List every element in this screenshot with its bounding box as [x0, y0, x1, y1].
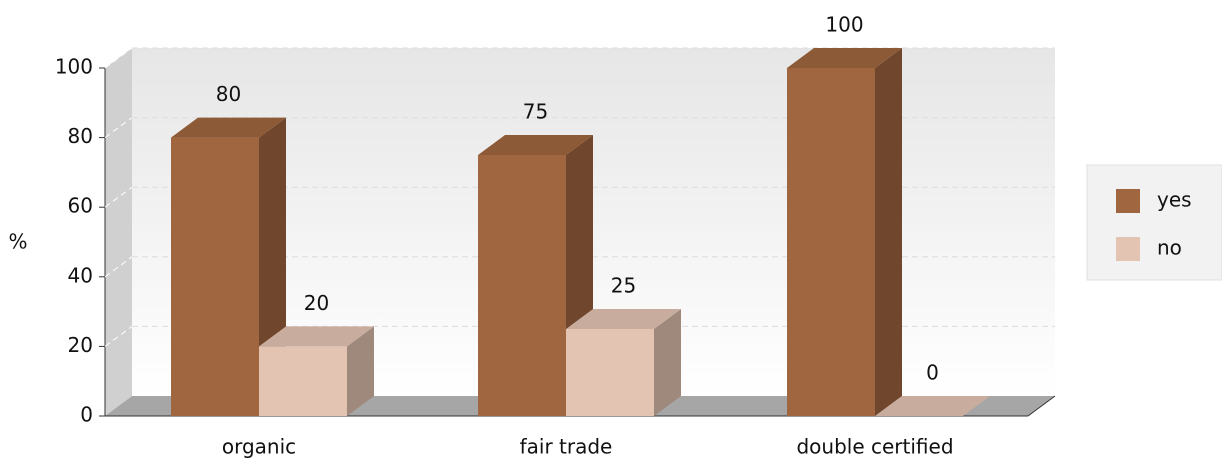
- bar-top: [478, 135, 593, 155]
- bar-side: [875, 48, 902, 416]
- y-tick-label: 20: [68, 333, 93, 357]
- y-tick-label: 40: [68, 263, 93, 287]
- y-axis-label: %: [8, 230, 27, 254]
- data-label: 100: [825, 13, 863, 37]
- grid-line-side: [104, 186, 133, 208]
- data-label: 80: [216, 82, 241, 106]
- bar-top: [259, 326, 374, 347]
- bar: [566, 329, 654, 416]
- data-label: 0: [926, 361, 939, 385]
- bar-side: [654, 309, 681, 416]
- x-tick-label: double certified: [796, 435, 953, 459]
- grid-line-side: [104, 117, 133, 139]
- floor-edge: [1027, 395, 1056, 417]
- legend-swatch: [1116, 189, 1140, 213]
- left-wall: [105, 48, 132, 416]
- bar: [259, 346, 347, 416]
- bar: [478, 155, 566, 416]
- bar-top: [171, 117, 286, 138]
- y-tick-label: 80: [68, 124, 93, 148]
- bar-top: [875, 396, 990, 416]
- data-label: 75: [523, 100, 548, 124]
- bar: [171, 137, 259, 416]
- bar: [787, 68, 875, 416]
- legend: [1086, 164, 1222, 281]
- data-label: 20: [304, 291, 329, 315]
- bar-top: [566, 309, 681, 329]
- y-tick-label: 100: [55, 55, 93, 79]
- y-tick-label: 60: [68, 194, 93, 218]
- grid-line-side: [104, 325, 133, 347]
- data-label: 25: [611, 274, 636, 298]
- grid-line-side: [104, 47, 133, 69]
- bar-side: [347, 326, 374, 416]
- y-tick-label: 0: [80, 403, 93, 427]
- legend-label: yes: [1157, 188, 1192, 212]
- bar-top: [787, 48, 902, 68]
- legend-label: no: [1157, 236, 1182, 260]
- legend-swatch: [1116, 237, 1140, 261]
- grid-line-side: [104, 256, 133, 278]
- x-tick-label: organic: [222, 435, 296, 459]
- x-tick-label: fair trade: [520, 435, 613, 459]
